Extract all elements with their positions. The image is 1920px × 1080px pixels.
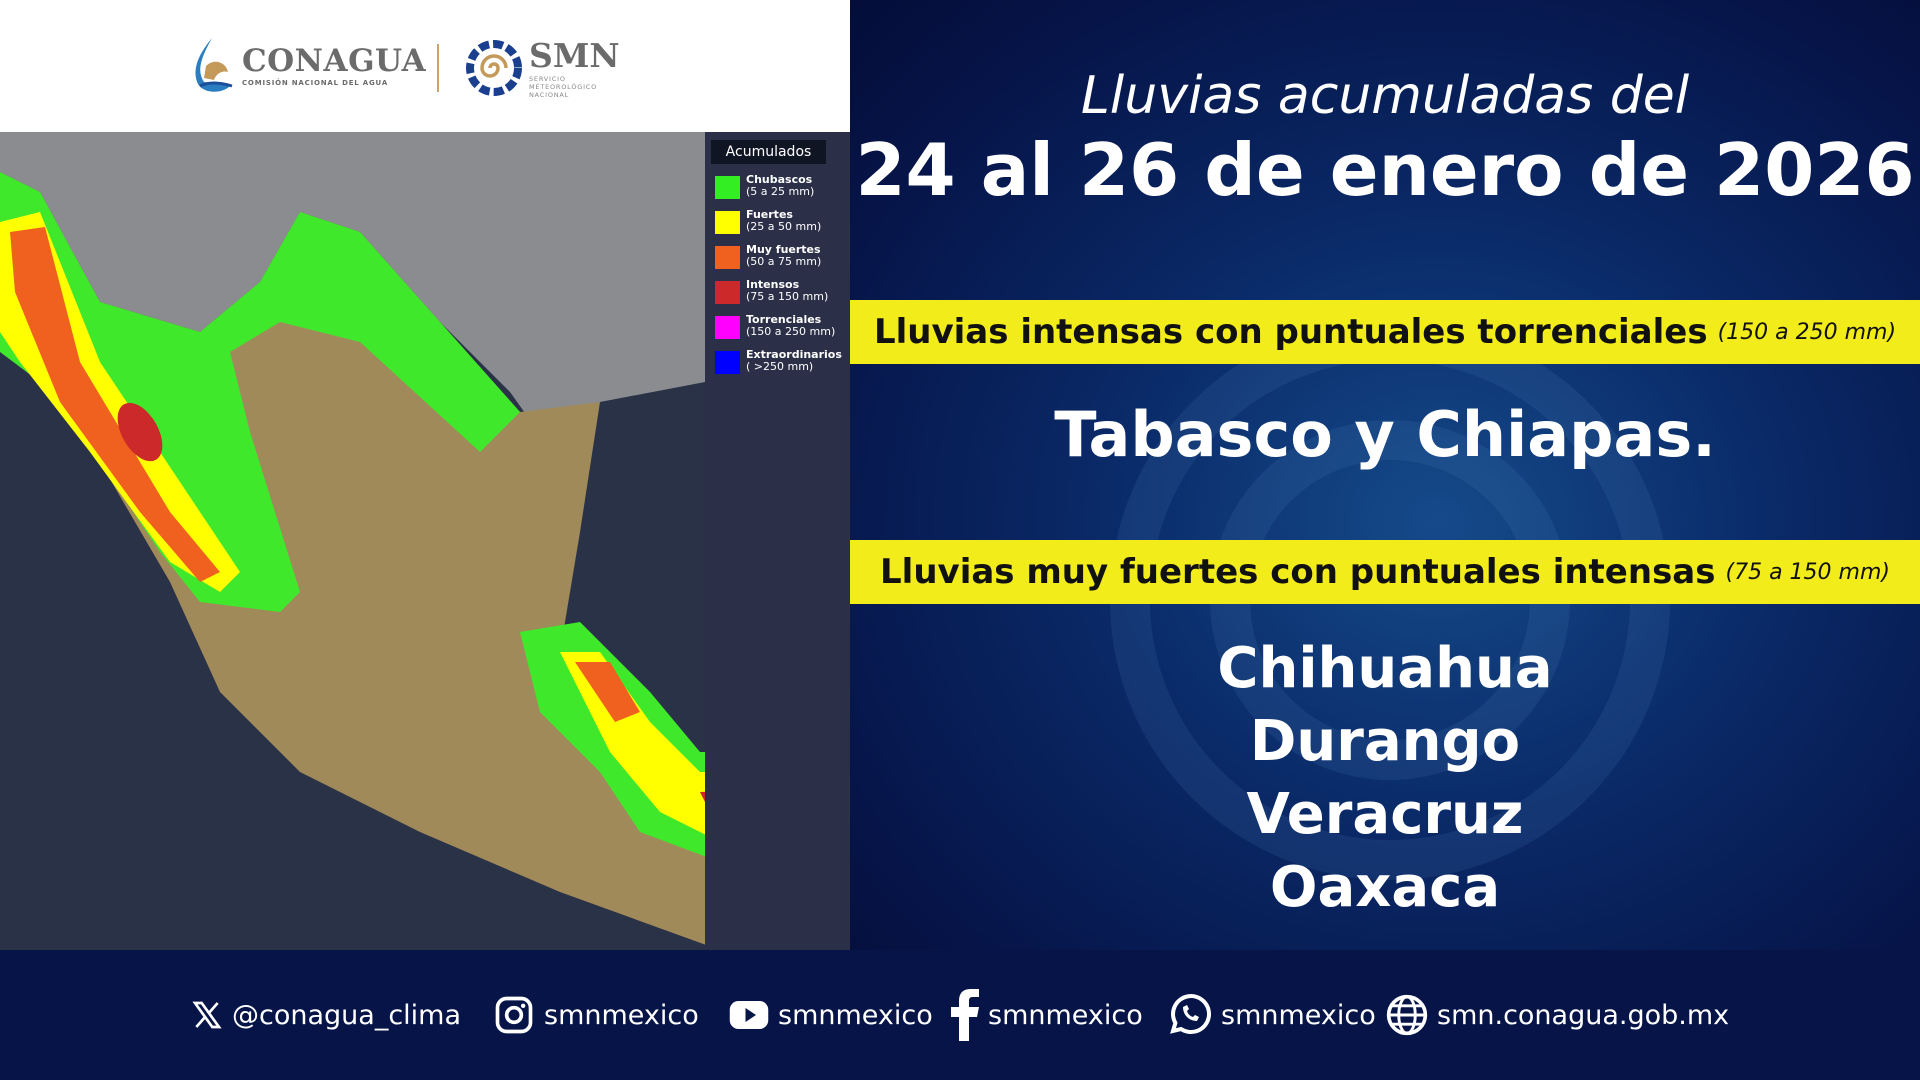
x-link[interactable]: @conagua_clima bbox=[190, 950, 461, 1080]
social-footer: @conagua_clima smnmexico smnmexico smnme… bbox=[0, 950, 1920, 1080]
facebook-handle: smnmexico bbox=[988, 999, 1143, 1031]
legend-swatch bbox=[715, 281, 740, 304]
rainfall-map: Acumulados Chubascos (5 a 25 mm) Fuertes (2… bbox=[0, 132, 850, 950]
band-intensas: Lluvias muy fuertes con puntuales intens… bbox=[850, 540, 1920, 604]
legend-label: Muy fuertes bbox=[746, 243, 821, 256]
youtube-icon bbox=[729, 1001, 769, 1029]
whatsapp-handle: smnmexico bbox=[1221, 999, 1376, 1031]
legend-range: ( >250 mm) bbox=[746, 360, 814, 373]
rain-muyfuertes-north bbox=[10, 227, 220, 582]
legend-swatch bbox=[715, 246, 740, 269]
states-torrenciales: Tabasco y Chiapas. bbox=[1054, 398, 1716, 471]
band1-label: Lluvias intensas con puntuales torrencia… bbox=[873, 312, 1708, 352]
legend-label: Intensos bbox=[746, 278, 800, 291]
legend-item: Chubascos (5 a 25 mm) bbox=[715, 174, 850, 199]
whatsapp-link[interactable]: smnmexico bbox=[1165, 950, 1376, 1080]
state-item: Chihuahua bbox=[1217, 636, 1553, 701]
x-handle: @conagua_clima bbox=[232, 999, 462, 1031]
state-item: Veracruz bbox=[1246, 782, 1524, 847]
website-url: smn.conagua.gob.mx bbox=[1437, 999, 1730, 1031]
legend-range: (5 a 25 mm) bbox=[746, 185, 815, 198]
smn-logo: SMN SERVICIO METEOROLÓGICO NACIONAL bbox=[465, 36, 620, 99]
website-link[interactable]: smn.conagua.gob.mx bbox=[1385, 950, 1729, 1080]
band2-label: Lluvias muy fuertes con puntuales intens… bbox=[880, 552, 1716, 592]
legend-item: Torrenciales (150 a 250 mm) bbox=[715, 314, 850, 339]
band1-range: (150 a 250 mm) bbox=[1717, 319, 1897, 345]
legend-swatch bbox=[715, 316, 740, 339]
legend-range: (150 a 250 mm) bbox=[746, 325, 836, 338]
legend-label: Fuertes bbox=[746, 208, 793, 221]
instagram-handle: smnmexico bbox=[544, 999, 699, 1031]
usa-land bbox=[0, 132, 705, 462]
legend-range: (25 a 50 mm) bbox=[746, 220, 822, 233]
rain-muyfuertes-south bbox=[575, 662, 640, 722]
facebook-link[interactable]: smnmexico bbox=[950, 950, 1143, 1080]
legend-swatch bbox=[715, 176, 740, 199]
youtube-link[interactable]: smnmexico bbox=[728, 950, 933, 1080]
conagua-logo: CONAGUA COMISIÓN NACIONAL DEL AGUA bbox=[192, 36, 426, 94]
legend-item: Fuertes (25 a 50 mm) bbox=[715, 209, 850, 234]
left-panel: CONAGUA COMISIÓN NACIONAL DEL AGUA SMN S… bbox=[0, 0, 850, 950]
instagram-link[interactable]: smnmexico bbox=[492, 950, 699, 1080]
band-torrenciales: Lluvias intensas con puntuales torrencia… bbox=[850, 300, 1920, 364]
title-date: 24 al 26 de enero de 2026 bbox=[855, 128, 1915, 212]
legend: Acumulados Chubascos (5 a 25 mm) Fuertes (2… bbox=[705, 132, 850, 950]
state-item: Durango bbox=[1249, 709, 1521, 774]
logo-divider bbox=[437, 44, 439, 92]
legend-range: (75 a 150 mm) bbox=[746, 290, 829, 303]
x-icon bbox=[192, 1001, 222, 1029]
info-panel: Lluvias acumuladas del 24 al 26 de enero… bbox=[850, 0, 1920, 950]
legend-swatch bbox=[715, 351, 740, 374]
legend-swatch bbox=[715, 211, 740, 234]
band2-range: (75 a 150 mm) bbox=[1725, 559, 1890, 585]
instagram-icon bbox=[495, 996, 533, 1034]
state-item: Oaxaca bbox=[1269, 855, 1501, 920]
legend-label: Chubascos bbox=[746, 173, 813, 186]
logo-header: CONAGUA COMISIÓN NACIONAL DEL AGUA SMN S… bbox=[0, 0, 850, 132]
legend-range: (50 a 75 mm) bbox=[746, 255, 822, 268]
states-intensas: Chihuahua Durango Veracruz Oaxaca bbox=[850, 632, 1920, 924]
legend-item: Extraordinarios( >250 mm) bbox=[715, 349, 850, 374]
legend-label: Extraordinarios bbox=[746, 348, 842, 361]
conagua-drop-icon bbox=[195, 38, 233, 92]
legend-title: Acumulados bbox=[711, 140, 826, 164]
rain-intensos-north bbox=[117, 402, 163, 462]
legend-item: Muy fuertes (50 a 75 mm) bbox=[715, 244, 850, 269]
youtube-handle: smnmexico bbox=[778, 999, 933, 1031]
legend-label: Torrenciales bbox=[746, 313, 822, 326]
smn-spiral-icon bbox=[466, 39, 522, 96]
facebook-icon bbox=[951, 989, 979, 1041]
title-line1: Lluvias acumuladas del bbox=[1080, 66, 1690, 126]
globe-icon bbox=[1386, 994, 1428, 1036]
whatsapp-icon bbox=[1170, 994, 1212, 1035]
legend-item: Intensos (75 a 150 mm) bbox=[715, 279, 850, 304]
